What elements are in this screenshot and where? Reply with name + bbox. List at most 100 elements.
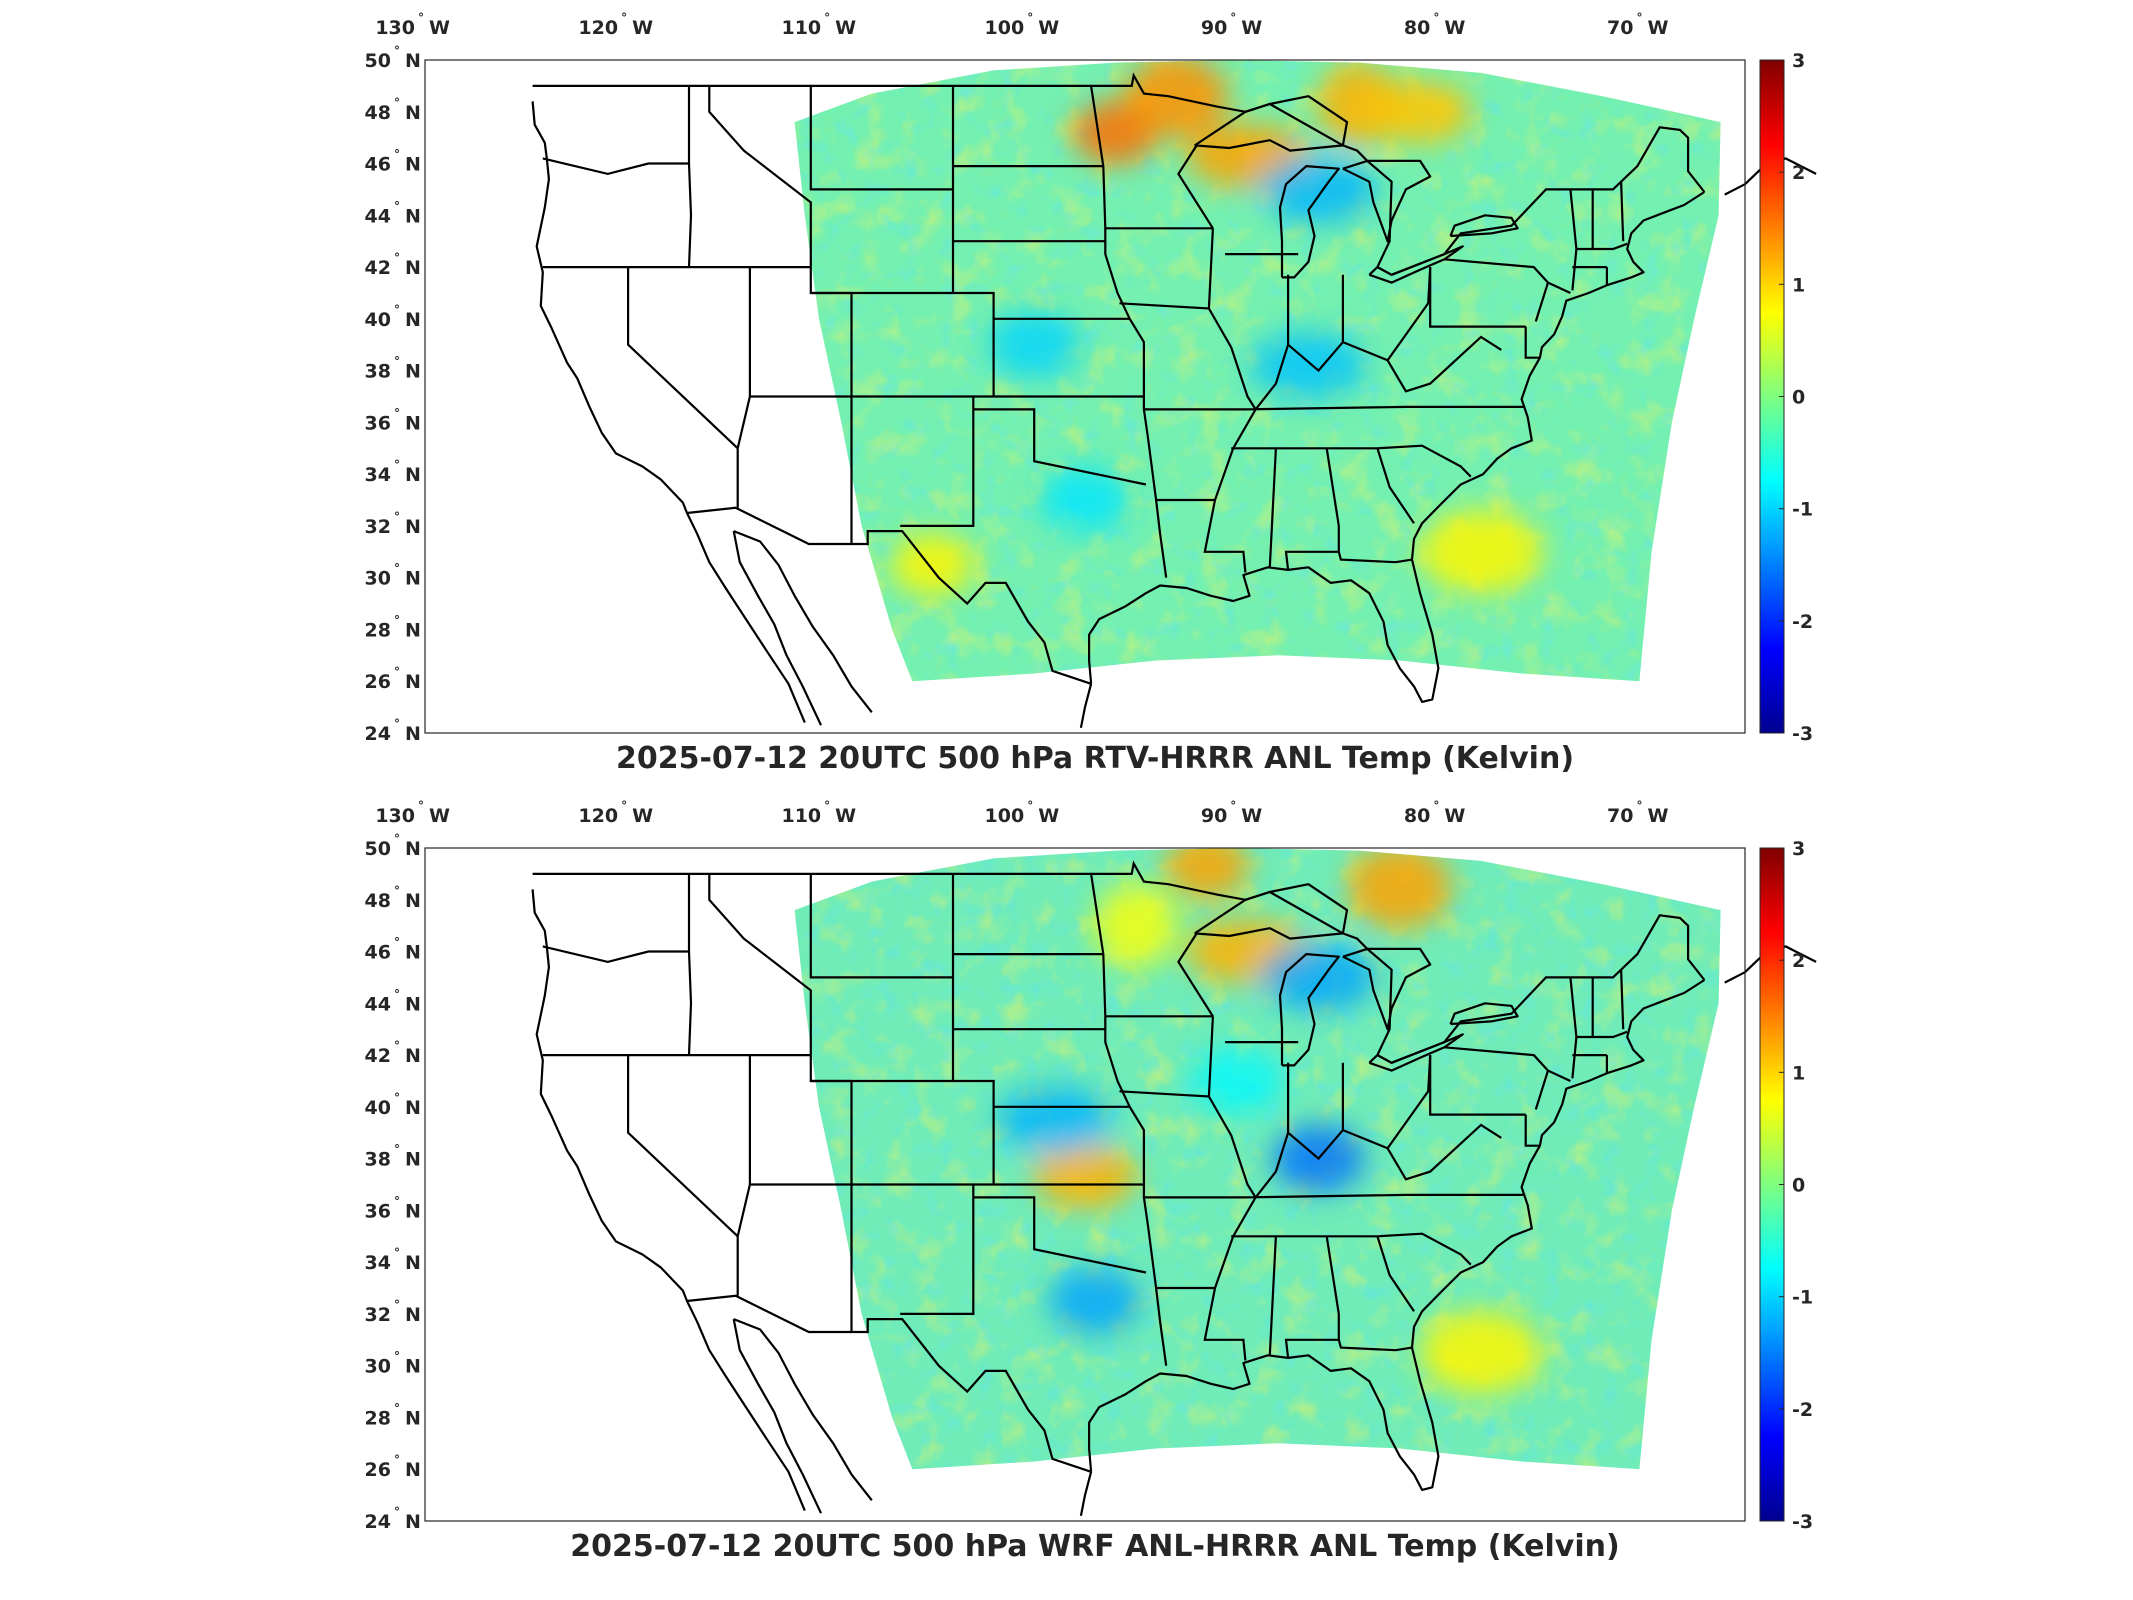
- longitude-tick-label: 70: [1607, 805, 1633, 827]
- longitude-hemisphere: W: [1038, 805, 1059, 827]
- degree-symbol: °: [394, 832, 400, 846]
- state-border: [973, 408, 1147, 486]
- warm-anomaly-patch: [1124, 60, 1229, 139]
- lake-shore: [1194, 95, 1349, 152]
- state-border: [1143, 1193, 1524, 1199]
- coastline: [1079, 683, 1093, 729]
- latitude-tick-label: 44: [365, 205, 391, 227]
- colorbar-tick-label: 2: [1792, 162, 1805, 184]
- latitude-hemisphere: N: [405, 1356, 421, 1378]
- longitude-hemisphere: W: [1038, 17, 1059, 39]
- degree-symbol: °: [394, 1401, 400, 1415]
- degree-symbol: °: [394, 1350, 400, 1364]
- warm-anomaly-patch: [890, 532, 975, 597]
- latitude-hemisphere: N: [405, 1149, 421, 1171]
- latitude-hemisphere: N: [405, 838, 421, 860]
- degree-symbol: °: [394, 199, 400, 213]
- latitude-tick-label: 50: [365, 50, 391, 72]
- longitude-hemisphere: W: [632, 17, 653, 39]
- longitude-tick-label: 100: [985, 17, 1025, 39]
- state-border: [1177, 144, 1214, 229]
- longitude-hemisphere: W: [835, 805, 856, 827]
- cold-anomaly-patch: [1049, 1266, 1142, 1335]
- cold-anomaly-patch: [1260, 155, 1377, 224]
- coastline: [733, 530, 873, 713]
- state-border: [1090, 873, 1168, 1366]
- longitude-tick-label: 80: [1404, 805, 1430, 827]
- cold-anomaly-patch: [988, 310, 1081, 379]
- warm-anomaly-patch: [1033, 1144, 1137, 1209]
- latitude-tick-label: 24: [365, 1511, 391, 1533]
- latitude-tick-label: 26: [365, 671, 391, 693]
- state-border: [973, 1196, 1147, 1274]
- latitude-hemisphere: N: [405, 1097, 421, 1119]
- latitude-hemisphere: N: [405, 993, 421, 1015]
- lake-shore: [1342, 947, 1432, 1031]
- coastline: [1079, 1471, 1093, 1517]
- bottom-anomaly-field: [794, 848, 1721, 1470]
- state-border: [1254, 1062, 1290, 1199]
- warm-anomaly-patch: [1419, 509, 1543, 594]
- cold-anomaly-patch: [1191, 1046, 1284, 1115]
- latitude-hemisphere: N: [405, 309, 421, 331]
- warm-anomaly-patch: [1347, 848, 1452, 929]
- state-border: [900, 1184, 975, 1316]
- longitude-hemisphere: W: [1241, 805, 1262, 827]
- degree-symbol: °: [394, 1298, 400, 1312]
- lake-shore: [1342, 159, 1432, 243]
- degree-symbol: °: [418, 11, 424, 25]
- degree-symbol: °: [394, 717, 400, 731]
- latitude-tick-label: 24: [365, 723, 391, 745]
- degree-symbol: °: [394, 1143, 400, 1157]
- top-panel-title: 2025-07-12 20UTC 500 hPa RTV-HRRR ANL Te…: [616, 741, 1574, 776]
- latitude-hemisphere: N: [405, 102, 421, 124]
- state-border: [1444, 1046, 1571, 1082]
- state-border: [1231, 444, 1472, 478]
- state-border: [687, 873, 693, 1056]
- colorbar-tick-label: 2: [1792, 950, 1805, 972]
- degree-symbol: °: [394, 562, 400, 576]
- degree-symbol: °: [394, 1453, 400, 1467]
- state-border: [1268, 1236, 1277, 1356]
- state-border: [1177, 932, 1214, 1017]
- degree-symbol: °: [1433, 11, 1439, 25]
- state-border: [1620, 969, 1625, 1030]
- longitude-hemisphere: W: [1444, 17, 1465, 39]
- latitude-hemisphere: N: [405, 1407, 421, 1429]
- state-border: [1337, 1339, 1413, 1352]
- state-border: [687, 85, 693, 268]
- latitude-tick-label: 48: [365, 890, 391, 912]
- degree-symbol: °: [824, 11, 830, 25]
- state-border: [1576, 1030, 1628, 1039]
- degree-symbol: °: [824, 799, 830, 813]
- latitude-hemisphere: N: [405, 568, 421, 590]
- latitude-hemisphere: N: [405, 1200, 421, 1222]
- cold-anomaly-patch: [1260, 943, 1377, 1012]
- latitude-hemisphere: N: [405, 205, 421, 227]
- state-border: [1090, 85, 1168, 578]
- lake-shore: [1449, 1002, 1519, 1026]
- latitude-tick-label: 30: [365, 1356, 391, 1378]
- degree-symbol: °: [1433, 799, 1439, 813]
- colorbar-tick-label: 3: [1792, 838, 1805, 860]
- longitude-tick-label: 100: [985, 805, 1025, 827]
- degree-symbol: °: [394, 987, 400, 1001]
- state-border: [1620, 181, 1625, 242]
- longitude-tick-label: 90: [1201, 17, 1227, 39]
- colorbar-tick-label: -1: [1792, 499, 1813, 521]
- degree-symbol: °: [394, 936, 400, 950]
- latitude-tick-label: 40: [365, 309, 391, 331]
- colorbar-tick-label: 0: [1792, 1175, 1805, 1197]
- lake-shore: [1368, 1033, 1464, 1072]
- latitude-tick-label: 46: [365, 942, 391, 964]
- latitude-hemisphere: N: [405, 1304, 421, 1326]
- axes-frame: [424, 847, 1746, 1522]
- state-border: [1386, 1123, 1502, 1181]
- state-border: [626, 1055, 739, 1238]
- degree-symbol: °: [394, 96, 400, 110]
- latitude-hemisphere: N: [405, 412, 421, 434]
- degree-symbol: °: [394, 665, 400, 679]
- longitude-hemisphere: W: [429, 17, 450, 39]
- lake-shore: [1194, 883, 1349, 940]
